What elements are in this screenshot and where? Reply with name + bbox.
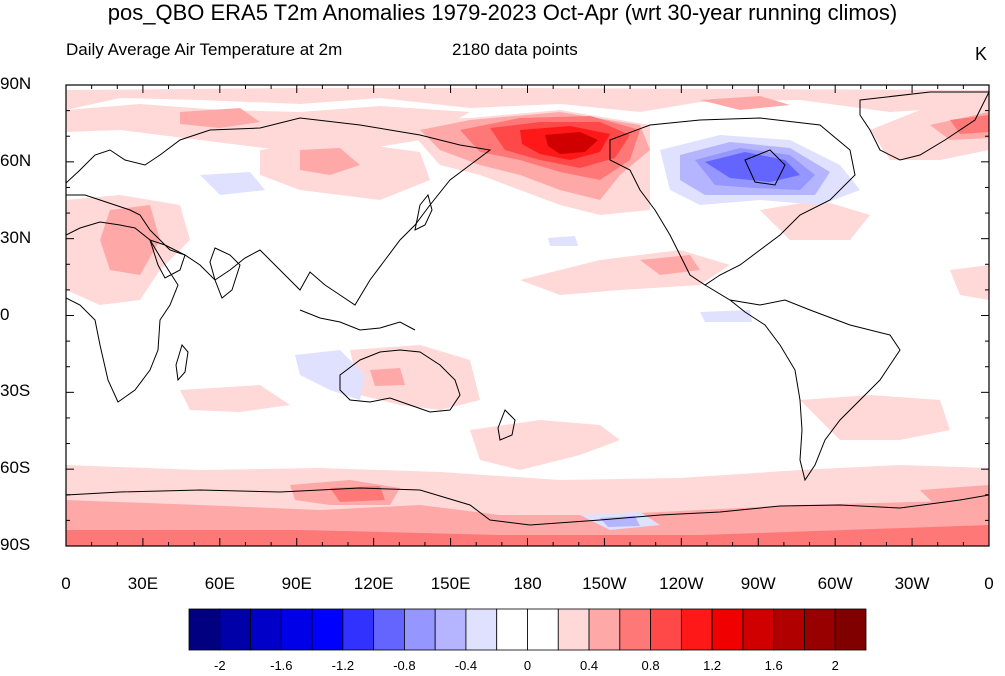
lat-tick-label: 90S — [0, 535, 31, 554]
colorbar-tick-label: -1.2 — [331, 658, 355, 673]
colorbar-tick-label: 1.2 — [703, 658, 722, 673]
arabian-peninsula-coastline — [149, 239, 186, 279]
lon-tick-label: 0 — [984, 574, 994, 593]
lon-tick-label: 60E — [204, 574, 235, 593]
new-zealand-coastline — [497, 409, 516, 441]
colorbar-tick-label: -2 — [213, 658, 226, 673]
colorbar-swatch — [311, 608, 344, 651]
lat-tick-label: 0 — [0, 304, 10, 324]
maximum-positive-anomaly-core — [545, 132, 598, 154]
eurasia-coastline — [66, 117, 492, 306]
lon-tick-label: 120W — [659, 574, 704, 593]
strong-negative-anomaly-areas — [705, 152, 800, 182]
lon-tick-label: 30E — [127, 574, 159, 593]
plot-title: pos_QBO ERA5 T2m Anomalies 1979-2023 Oct… — [107, 0, 898, 25]
lon-tick-label: 120E — [353, 574, 394, 593]
colorbar-swatch — [711, 608, 744, 651]
colorbar-swatch — [588, 608, 621, 651]
lat-tick-label: 60S — [0, 458, 31, 478]
lon-tick-label: 150W — [582, 574, 627, 593]
africa-coastline — [66, 221, 179, 403]
colorbar-swatch — [834, 608, 867, 651]
anomaly-fill-layer — [66, 88, 989, 546]
center-string: 2180 data points — [452, 40, 578, 59]
colorbar-swatch — [680, 608, 713, 651]
japan-coastline — [414, 193, 433, 231]
lon-tick-label: 60W — [817, 574, 853, 593]
axis-ticks — [65, 84, 990, 547]
units-label: K — [975, 44, 988, 64]
lon-tick-label: 90E — [281, 574, 312, 593]
colorbar-swatch — [742, 608, 775, 651]
colorbar-swatch — [280, 608, 313, 651]
colorbar-tick-label: -1.6 — [270, 658, 293, 673]
greenland-coastline — [859, 91, 989, 161]
colorbar-swatch — [219, 608, 251, 651]
lat-tick-label: 60N — [0, 150, 32, 170]
australia-coastline — [339, 349, 461, 413]
south-america-coastline — [704, 284, 901, 482]
colorbar-tick-label: 0.8 — [641, 658, 660, 673]
colorbar-tick-label: -0.4 — [454, 658, 478, 673]
colorbar-tick-label: 0 — [523, 658, 532, 673]
colorbar-swatch — [373, 608, 405, 651]
lon-tick-label: 0 — [61, 574, 71, 593]
lon-tick-label: 150E — [430, 574, 471, 593]
colorbar-tick-label: 0.4 — [579, 658, 599, 673]
colorbar-tick-label: 2 — [831, 658, 839, 673]
colorbar-tick-label: -0.8 — [393, 658, 416, 673]
colorbar-swatch — [496, 608, 528, 651]
colorbar-swatch — [342, 608, 375, 651]
india-coastline — [209, 247, 241, 299]
colorbar-swatch — [527, 608, 559, 651]
lat-tick-label: 90N — [0, 74, 32, 93]
colorbar — [188, 608, 867, 651]
colorbar-tick-label: 1.6 — [764, 658, 783, 673]
colorbar-swatch — [465, 608, 498, 651]
hudson-bay-coastline — [744, 149, 786, 186]
colorbar-swatch — [773, 608, 805, 651]
coastline-layer — [66, 91, 989, 526]
indonesia-coastline — [299, 309, 416, 331]
antarctica-coastline — [66, 487, 989, 526]
colorbar-swatch — [557, 608, 590, 651]
colorbar-swatch — [188, 608, 221, 651]
colorbar-swatch — [804, 608, 836, 651]
lat-tick-label: 30N — [0, 227, 32, 247]
lat-tick-label: 30S — [0, 381, 31, 401]
lon-tick-label: 90W — [740, 574, 776, 593]
colorbar-swatch — [404, 608, 436, 651]
lon-tick-label: 180 — [513, 574, 542, 593]
lon-tick-label: 30W — [894, 574, 930, 593]
colorbar-swatch — [250, 608, 282, 651]
madagascar-coastline — [175, 343, 189, 382]
north-america-coastline — [609, 117, 856, 286]
colorbar-swatch — [650, 608, 682, 651]
left-string: Daily Average Air Temperature at 2m — [66, 40, 343, 59]
colorbar-swatch — [434, 608, 467, 651]
colorbar-swatch — [619, 608, 651, 651]
